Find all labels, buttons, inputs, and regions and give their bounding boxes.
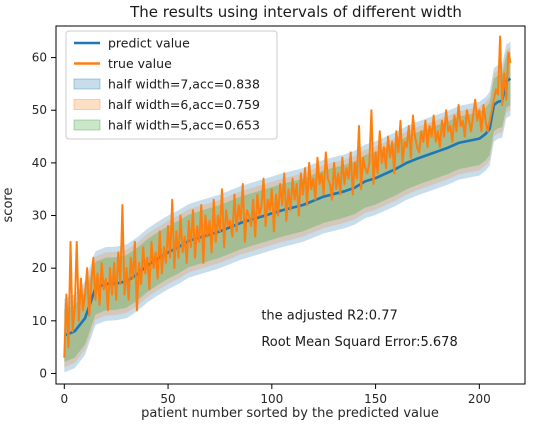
annotation-1: Root Mean Squard Error:5.678 [261, 335, 457, 350]
legend-swatch-band [73, 78, 101, 90]
series-line-true [63, 35, 512, 358]
legend-label: half width=6,acc=0.759 [108, 97, 260, 112]
y-axis-label: score [1, 188, 16, 223]
y-tick-label: 40 [32, 156, 47, 170]
plot-frame [55, 25, 526, 385]
annotation-0: the adjusted R2:0.77 [261, 309, 397, 324]
y-tick-label: 50 [32, 103, 47, 117]
y-tick-label: 30 [32, 209, 47, 223]
x-tick-label: 200 [468, 392, 491, 406]
legend-label: half width=5,acc=0.653 [108, 118, 260, 133]
legend-frame [65, 30, 278, 140]
legend-swatch-band [73, 99, 101, 110]
y-tick-label: 10 [32, 314, 47, 328]
y-axis: 0 10 20 30 40 50 60 [32, 51, 56, 380]
y-tick-label: 60 [32, 51, 47, 65]
x-tick-label: 100 [260, 392, 283, 406]
legend-swatch-band [73, 119, 101, 131]
legend: predict value true value half width=7,acc=… [65, 30, 278, 140]
x-axis-label: patient number sorted by the predicted v… [141, 406, 439, 421]
plot-area [63, 35, 512, 373]
x-tick-label: 150 [364, 392, 387, 406]
legend-label: half width=7,acc=0.838 [108, 77, 260, 92]
x-axis: 0 50 100 150 200 [60, 384, 491, 406]
x-tick-label: 0 [60, 392, 68, 406]
y-tick-label: 20 [32, 261, 47, 275]
legend-label: predict value [108, 36, 190, 51]
annotations: the adjusted R2:0.77 Root Mean Squard Err… [261, 309, 457, 350]
chart-title: The results using intervals of different… [129, 3, 462, 21]
y-tick-label: 0 [39, 366, 47, 380]
legend-label: true value [108, 56, 172, 71]
x-tick-label: 50 [160, 392, 175, 406]
